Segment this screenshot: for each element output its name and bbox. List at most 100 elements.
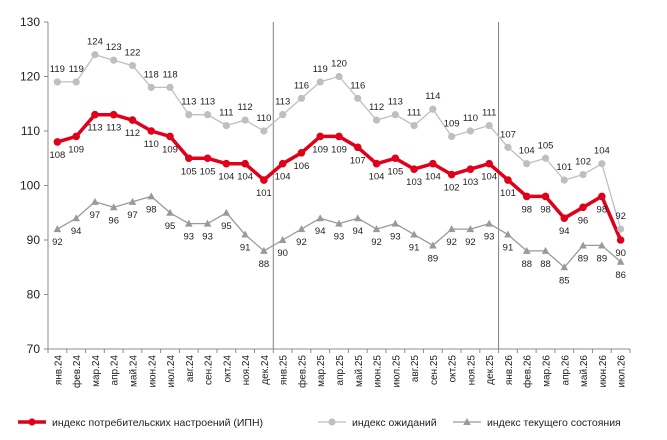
x-tick-label: дек.25 [485,355,496,385]
x-tick-label: сен.24 [204,355,215,385]
x-tick-label: май.26 [579,355,590,387]
data-label: 111 [482,108,496,119]
data-point [598,192,606,201]
data-label: 113 [200,97,215,108]
data-point [128,197,137,205]
x-tick-label: апр.24 [110,355,121,386]
data-point [598,241,606,249]
data-point [297,225,306,233]
data-point [260,176,268,184]
data-label: 88 [540,259,551,270]
data-label: 109 [68,144,84,155]
x-tick-label: июл.24 [166,355,177,388]
data-point [353,214,362,222]
data-point [166,208,174,216]
x-tick-label: июл.26 [617,355,628,388]
data-label: 107 [350,155,366,166]
data-point [222,121,230,130]
data-label: 108 [49,150,65,161]
x-tick-label: июн.24 [147,355,158,388]
data-label: 104 [594,146,610,157]
data-point [147,127,156,135]
data-point [616,236,625,244]
data-point [522,246,531,254]
data-point [354,94,362,102]
data-label: 109 [312,144,328,155]
data-label: 88 [521,259,532,270]
data-label: 124 [87,37,103,48]
data-label: 92 [296,237,307,248]
x-tick-label: фев.24 [71,355,83,388]
data-point [353,143,362,152]
data-label: 94 [71,226,82,237]
data-point [372,225,381,233]
data-point [523,160,531,168]
legend-label: индекс текущего состояния [487,417,621,429]
data-point [466,127,475,135]
y-tick-label: 90 [27,233,41,247]
data-point [429,241,437,249]
y-tick-label: 70 [27,342,41,356]
x-tick-label: апр.25 [335,355,346,386]
x-tick-label: май.24 [128,355,139,387]
data-label: 96 [578,215,589,226]
data-label: 116 [350,80,365,91]
legend: индекс потребительских настроений (ИПН) и… [18,417,621,429]
data-label: 107 [500,129,516,140]
data-point [560,176,568,184]
data-point [466,225,475,233]
data-label: 92 [615,211,626,222]
data-point [260,127,268,135]
data-point [278,236,287,243]
data-label: 113 [388,97,403,108]
data-point [72,214,80,222]
legend-label: индекс ожиданий [352,417,437,429]
x-tick-label: дек.24 [260,355,271,385]
data-label: 104 [369,172,385,183]
data-label: 94 [315,226,326,237]
data-label: 109 [331,144,347,155]
data-label: 93 [202,232,213,243]
data-point [72,78,80,86]
x-tick-label: мар.26 [542,355,553,387]
data-point [297,149,306,157]
data-point [466,165,475,173]
data-label: 110 [463,113,478,124]
data-point [448,132,456,141]
data-label: 109 [444,118,460,129]
data-point [485,159,493,168]
data-point [485,121,493,130]
data-point [222,159,231,168]
data-point [53,138,62,146]
data-point [128,62,137,70]
data-label: 104 [275,172,291,183]
data-point [372,159,381,168]
data-label: 98 [146,204,157,215]
data-point [147,192,156,200]
data-label: 104 [425,172,441,183]
data-label: 85 [559,275,570,286]
data-point [91,197,99,205]
x-tick-label: фев.26 [522,355,534,388]
plot-area [47,22,630,350]
data-point [185,219,193,227]
data-point [391,111,399,119]
data-label: 104 [519,146,535,157]
y-tick-label: 120 [20,70,40,84]
data-point [166,132,174,141]
x-tick-label: янв.24 [53,355,64,386]
data-point [579,171,587,179]
data-label: 97 [90,210,101,221]
data-label: 94 [352,226,363,237]
data-label: 98 [540,204,551,215]
data-label: 105 [200,166,216,177]
data-label: 113 [181,97,196,108]
data-point [147,83,155,91]
data-label: 91 [503,243,514,254]
data-label: 93 [334,232,345,243]
data-point [241,159,249,168]
data-label: 95 [165,221,176,232]
data-point [53,225,62,233]
data-point [391,154,400,163]
